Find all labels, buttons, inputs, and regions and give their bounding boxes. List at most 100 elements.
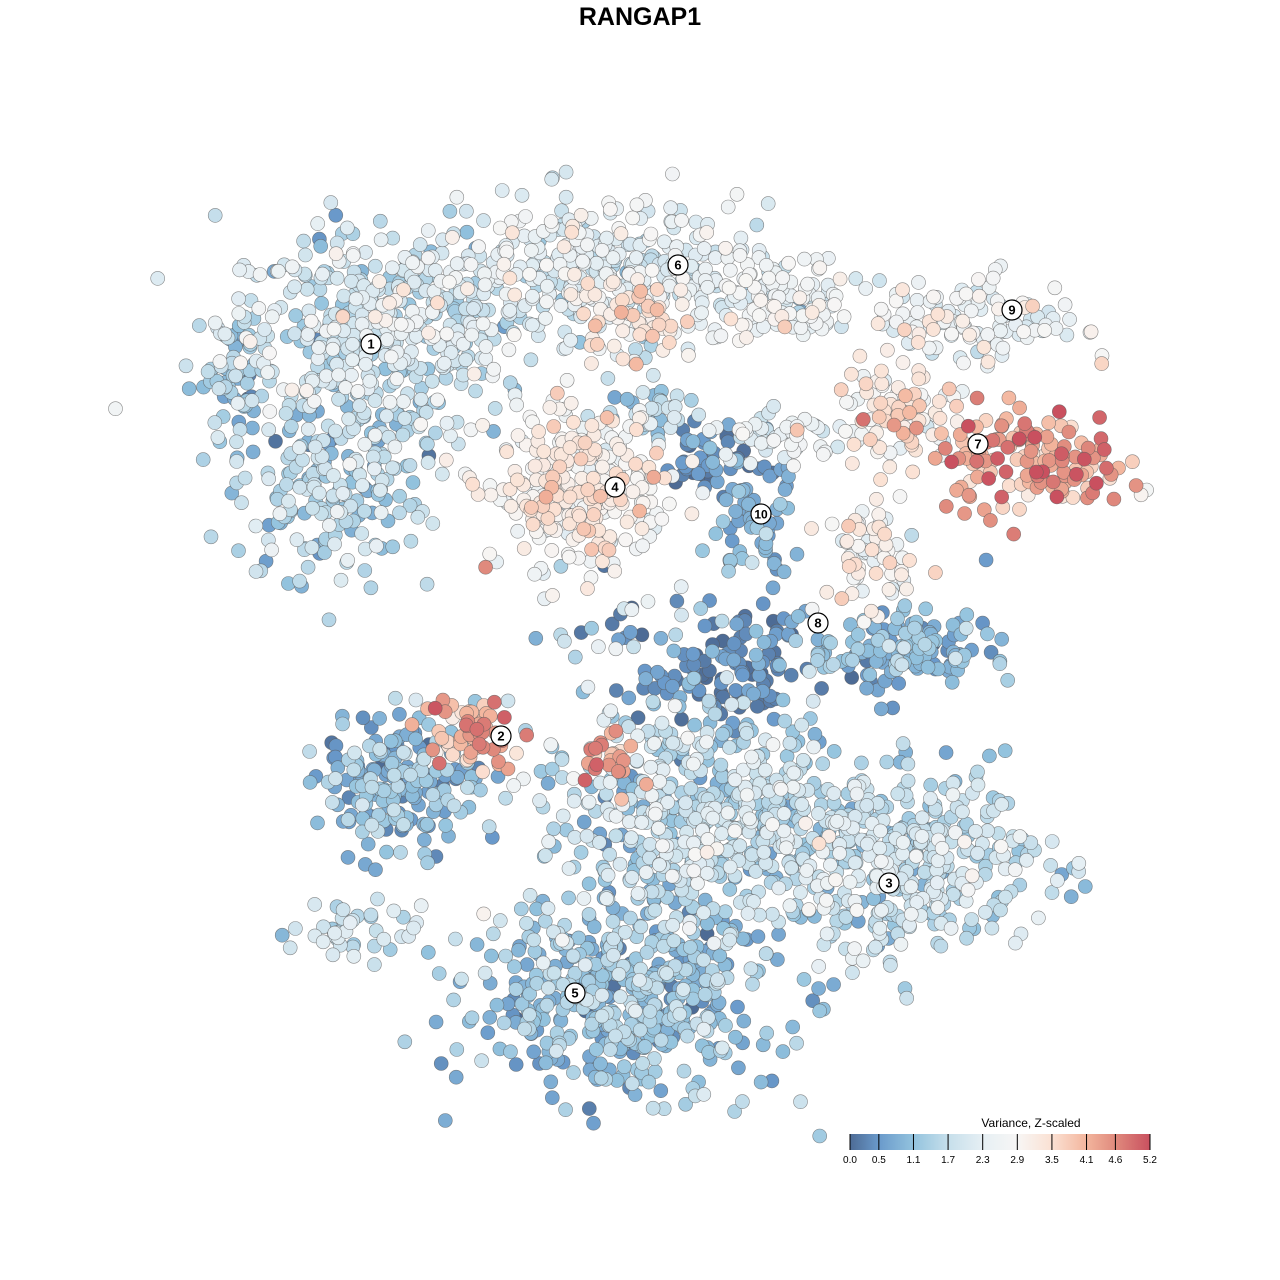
data-point-cluster-5 — [548, 1043, 564, 1059]
data-point-cluster-6 — [339, 220, 355, 236]
data-point-cluster-2 — [372, 711, 387, 726]
data-point-cluster-4 — [536, 444, 552, 459]
data-point-cluster-2 — [302, 775, 318, 790]
data-point-cluster-9 — [958, 286, 974, 302]
data-point-cluster-10 — [777, 482, 793, 497]
data-point-cluster-3 — [908, 848, 924, 864]
data-point-cluster-1 — [181, 381, 197, 397]
data-point-cluster-4 — [635, 385, 651, 400]
data-point-cluster-6 — [694, 305, 709, 321]
data-point-cluster-3 — [923, 791, 938, 806]
data-point-cluster-1 — [419, 576, 435, 592]
data-point-cluster-1 — [463, 257, 479, 272]
data-point-cluster-5 — [666, 933, 682, 949]
data-point-cluster-3 — [801, 902, 817, 917]
data-point-cluster-4 — [566, 414, 581, 430]
data-point-cluster-1 — [344, 273, 359, 289]
data-point-cluster-4 — [516, 541, 532, 556]
data-point-cluster-4 — [527, 458, 543, 474]
cluster-label-text: 5 — [571, 986, 578, 1001]
data-point-cluster-9 — [956, 355, 971, 371]
data-point-cluster-1 — [342, 456, 358, 472]
data-point-cluster-2 — [589, 757, 605, 772]
data-point-cluster-7 — [941, 381, 957, 397]
data-point-cluster-1 — [268, 433, 283, 449]
data-point-cluster-8 — [845, 652, 860, 668]
data-point-cluster-6 — [681, 347, 696, 363]
data-point-cluster-1 — [367, 258, 383, 274]
data-point-cluster-5 — [327, 925, 343, 941]
data-point-cluster-3 — [811, 836, 827, 851]
data-point-cluster-7 — [1077, 451, 1092, 467]
data-point-cluster-5 — [812, 1128, 828, 1144]
data-point-cluster-5 — [608, 1028, 623, 1044]
data-point-cluster-9 — [872, 273, 887, 288]
data-point-cluster-8 — [896, 640, 912, 656]
data-point-cluster-8 — [666, 643, 682, 659]
data-point-cluster-4 — [544, 543, 560, 558]
data-point-cluster-none — [668, 627, 684, 643]
data-point-cluster-3 — [623, 830, 639, 846]
data-point-cluster-3 — [735, 762, 751, 778]
data-point-cluster-1 — [192, 318, 207, 333]
data-point-cluster-2 — [497, 710, 512, 725]
data-point-cluster-3 — [1071, 855, 1087, 871]
data-point-cluster-1 — [234, 495, 249, 511]
data-point-cluster-none — [604, 616, 620, 632]
data-point-cluster-1 — [329, 504, 345, 519]
data-point-cluster-5 — [796, 972, 812, 987]
data-point-cluster-1 — [321, 612, 337, 628]
data-point-cluster-3 — [868, 939, 883, 955]
data-point-cluster-6 — [558, 189, 574, 205]
cluster-label-circle — [604, 476, 626, 498]
data-point-cluster-1 — [200, 364, 216, 379]
data-point-cluster-1 — [329, 270, 345, 286]
data-point-cluster-1 — [217, 326, 233, 342]
data-point-cluster-2 — [363, 720, 379, 735]
data-point-cluster-10 — [765, 580, 781, 596]
data-point-cluster-8 — [948, 651, 963, 666]
data-point-cluster-5 — [519, 915, 534, 931]
data-point-cluster-5 — [639, 945, 655, 960]
data-point-cluster-6 — [412, 237, 428, 252]
data-point-cluster-3 — [541, 834, 557, 850]
data-point-cluster-6 — [544, 171, 560, 187]
data-point-cluster-7 — [1089, 475, 1104, 491]
data-point-cluster-5 — [469, 937, 485, 952]
data-point-cluster-3 — [1050, 873, 1065, 888]
data-point-cluster-2 — [364, 779, 380, 795]
data-point-cluster-9 — [1062, 312, 1077, 327]
data-point-cluster-2 — [386, 802, 402, 818]
data-point-cluster-1 — [333, 572, 349, 588]
data-point-cluster-5 — [406, 920, 421, 936]
data-point-cluster-1 — [466, 301, 481, 316]
data-point-cluster-2 — [445, 747, 461, 763]
data-point-cluster-3 — [687, 847, 703, 862]
data-point-cluster-4 — [612, 441, 627, 457]
data-point-cluster-2 — [481, 819, 497, 835]
data-point-cluster-5 — [282, 940, 298, 956]
data-point-cluster-5 — [483, 948, 499, 964]
data-point-cluster-4 — [580, 581, 595, 596]
data-point-cluster-5 — [274, 927, 290, 943]
data-point-cluster-2 — [475, 764, 490, 780]
data-point-cluster-7 — [898, 388, 913, 404]
data-point-cluster-3 — [786, 765, 802, 781]
data-point-cluster-3 — [993, 839, 1009, 854]
data-point-cluster-1 — [311, 340, 326, 355]
data-point-cluster-5 — [522, 1007, 537, 1023]
data-point-cluster-3 — [900, 773, 916, 789]
data-point-cluster-none — [640, 594, 656, 609]
data-point-cluster-1 — [289, 532, 305, 548]
data-point-cluster-3 — [900, 756, 916, 772]
data-point-cluster-5 — [793, 1094, 808, 1109]
data-point-cluster-10 — [882, 555, 898, 571]
data-point-cluster-3 — [782, 898, 798, 914]
data-point-cluster-9 — [1094, 356, 1109, 371]
data-point-cluster-1 — [321, 518, 337, 533]
data-point-cluster-1 — [402, 498, 418, 513]
data-point-cluster-6 — [777, 319, 793, 335]
data-point-cluster-5 — [586, 1115, 601, 1131]
data-point-cluster-4 — [684, 506, 700, 522]
data-point-cluster-1 — [229, 434, 244, 450]
